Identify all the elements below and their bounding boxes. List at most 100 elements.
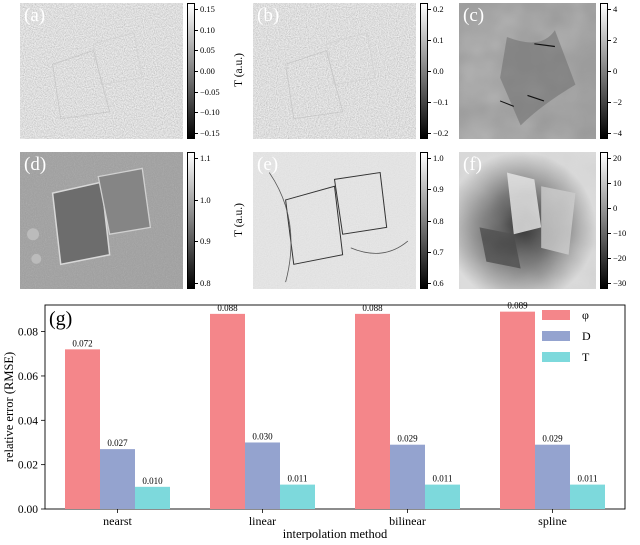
image-panel-3: (c)420−2−4φ (rad) [459, 3, 640, 139]
bar-value-label: 0.011 [288, 474, 308, 484]
colorbar-tick-mark [608, 233, 611, 234]
colorbar-tick-label: 1.1 [200, 152, 211, 163]
bar-value-label: 0.027 [107, 438, 128, 448]
colorbar-tick-mark [428, 189, 431, 190]
panel-label-g: (g) [49, 308, 72, 330]
legend-label-T: T [582, 350, 590, 364]
colorbar-tick-label: −0.05 [200, 86, 220, 97]
bar-φ-linear [210, 313, 245, 509]
colorbar-tick-mark [195, 29, 198, 31]
colorbar-tick-label: 0 [613, 65, 618, 76]
bar-D-linear [245, 442, 280, 509]
colorbar-tick-mark [608, 102, 611, 103]
colorbar-tick-mark [608, 40, 611, 41]
colorbar-tick-mark [428, 71, 431, 72]
colorbar [600, 152, 608, 289]
legend-swatch-φ [542, 310, 570, 320]
panel-label: (b) [257, 5, 280, 26]
colorbar-tick-label: 0.7 [433, 246, 444, 257]
legend-swatch-D [542, 331, 570, 341]
colorbar-tick-mark [608, 183, 611, 184]
colorbar-tick-label: 1.0 [433, 152, 444, 163]
colorbar-tick-mark [608, 71, 611, 72]
image-dark-field [253, 152, 416, 289]
bar-value-label: 0.011 [578, 474, 598, 484]
colorbar-tick-label: −4 [613, 127, 623, 138]
colorbar-tick-mark [195, 133, 198, 134]
legend-label-φ: φ [582, 308, 589, 322]
colorbar [420, 152, 428, 289]
colorbar [600, 3, 608, 139]
y-tick-label: 0.02 [18, 460, 38, 472]
bar-value-label: 0.029 [542, 434, 563, 444]
colorbar-tick-label: 0.05 [200, 45, 215, 56]
colorbar-tick-mark [195, 71, 198, 72]
colorbar-tick-label: 0 [613, 202, 618, 213]
colorbar-tick-label: 10 [613, 177, 622, 188]
y-tick-label: 0.04 [18, 415, 38, 427]
colorbar-tick-label: 0.9 [200, 236, 211, 247]
x-tick-label: spline [538, 514, 567, 528]
bar-D-nearst [100, 449, 135, 509]
panel-label: (f) [463, 154, 482, 175]
colorbar-tick-mark [608, 283, 611, 284]
colorbar-tick-mark [195, 112, 198, 114]
colorbar-tick-mark [428, 102, 431, 103]
colorbar-tick-label: −10 [613, 227, 627, 238]
bar-chart-g: 0.072 0.027 0.010 nearst 0.088 0.030 0.011 line… [0, 300, 640, 541]
colorbar-tick-mark [608, 158, 611, 159]
colorbar-tick-label: 0.6 [433, 277, 444, 288]
panel-label: (a) [24, 5, 46, 26]
colorbar-tick-label: 0.9 [433, 184, 444, 194]
colorbar-tick-label: 0.8 [200, 277, 211, 288]
colorbar-tick-mark [195, 50, 198, 52]
colorbar-tick-mark [608, 208, 611, 209]
colorbar-tick-mark [428, 220, 431, 222]
y-tick-label: 0.08 [18, 327, 38, 339]
colorbar-tick-mark [608, 133, 611, 134]
colorbar-tick-mark [195, 158, 198, 159]
colorbar-tick-label: 0.10 [200, 24, 215, 35]
bar-value-label: 0.089 [507, 301, 528, 311]
colorbar [187, 3, 195, 139]
image-noise-mid [253, 3, 416, 139]
colorbar-tick-label: 0.0 [433, 65, 444, 76]
bar-φ-nearst [65, 349, 100, 509]
colorbar-label: T (a.u.) [233, 53, 245, 87]
colorbar-tick-label: −0.2 [433, 127, 449, 138]
x-tick-label: nearst [103, 514, 132, 528]
bar-value-label: 0.088 [362, 303, 383, 313]
x-tick-label: bilinear [389, 514, 426, 528]
colorbar-tick-mark [428, 158, 431, 159]
colorbar-tick-label: 0.1 [433, 34, 444, 45]
colorbar-tick-label: 0.8 [433, 215, 444, 226]
bar-φ-spline [500, 311, 535, 509]
colorbar-tick-label: 2 [613, 34, 618, 45]
bar-D-bilinear [390, 444, 425, 509]
colorbar-tick-label: −30 [613, 277, 627, 288]
x-axis-label: interpolation method [283, 527, 388, 540]
image-noise-mid [20, 3, 183, 139]
image-phase-unwrapped [459, 152, 596, 289]
colorbar-tick-label: 0.15 [200, 3, 215, 14]
colorbar-tick-mark [195, 283, 198, 284]
colorbar-tick-label: 4 [613, 3, 618, 14]
bar-value-label: 0.030 [252, 431, 273, 441]
legend-swatch-T [542, 352, 570, 362]
image-panel-4: (d) 1.1 1.0 0.9 0.8 T (a.u.) [20, 152, 253, 289]
bar-T-bilinear [425, 484, 460, 509]
image-panel-5: (e)1.00.90.80.70.6D (a.u.) [253, 152, 486, 289]
bar-T-nearst [135, 486, 170, 509]
panel-label: (e) [257, 154, 279, 175]
colorbar-tick-mark [428, 133, 431, 134]
y-axis-label: relative error (RMSE) [2, 352, 16, 462]
legend-label-D: D [582, 329, 591, 343]
bar-φ-bilinear [355, 313, 390, 509]
colorbar-tick-mark [195, 9, 198, 10]
colorbar-tick-label: 20 [613, 152, 622, 163]
y-tick-label: 0.06 [18, 371, 38, 383]
colorbar-tick-mark [195, 241, 198, 243]
colorbar-tick-label: 1.0 [200, 194, 211, 205]
colorbar-tick-label: −0.15 [200, 127, 220, 138]
